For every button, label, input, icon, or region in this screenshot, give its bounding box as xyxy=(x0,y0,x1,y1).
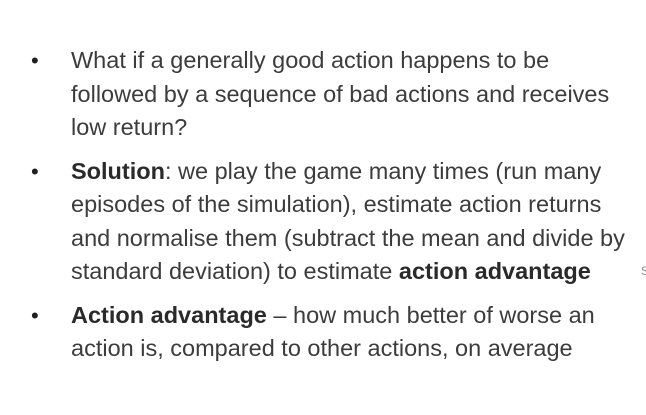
edge-text-artifact: s xyxy=(641,262,646,279)
bullet-dot-icon: • xyxy=(31,48,39,73)
bullet-dot-icon: • xyxy=(31,158,39,184)
bullet-item-low-return-question: • What if a generally good action happen… xyxy=(0,44,646,145)
bullet-list: • What if a generally good action happen… xyxy=(0,44,646,366)
bullet-dot-icon: • xyxy=(31,302,39,328)
bullet-text: What if a generally good action happens … xyxy=(71,47,610,140)
bullet-item-solution: • Solution: we play the game many times … xyxy=(0,155,646,289)
bullet-text: – how much better of worse an action is,… xyxy=(71,301,595,362)
bullet-item-action-advantage: • Action advantage – how much better of … xyxy=(0,299,646,366)
bullet-text: : we play the game many times (run many … xyxy=(71,157,625,285)
bullet-bold-tail: action advantage xyxy=(398,258,591,284)
bullet-bold-lead: Action advantage xyxy=(71,301,267,328)
bullet-bold-lead: Solution xyxy=(71,157,165,184)
